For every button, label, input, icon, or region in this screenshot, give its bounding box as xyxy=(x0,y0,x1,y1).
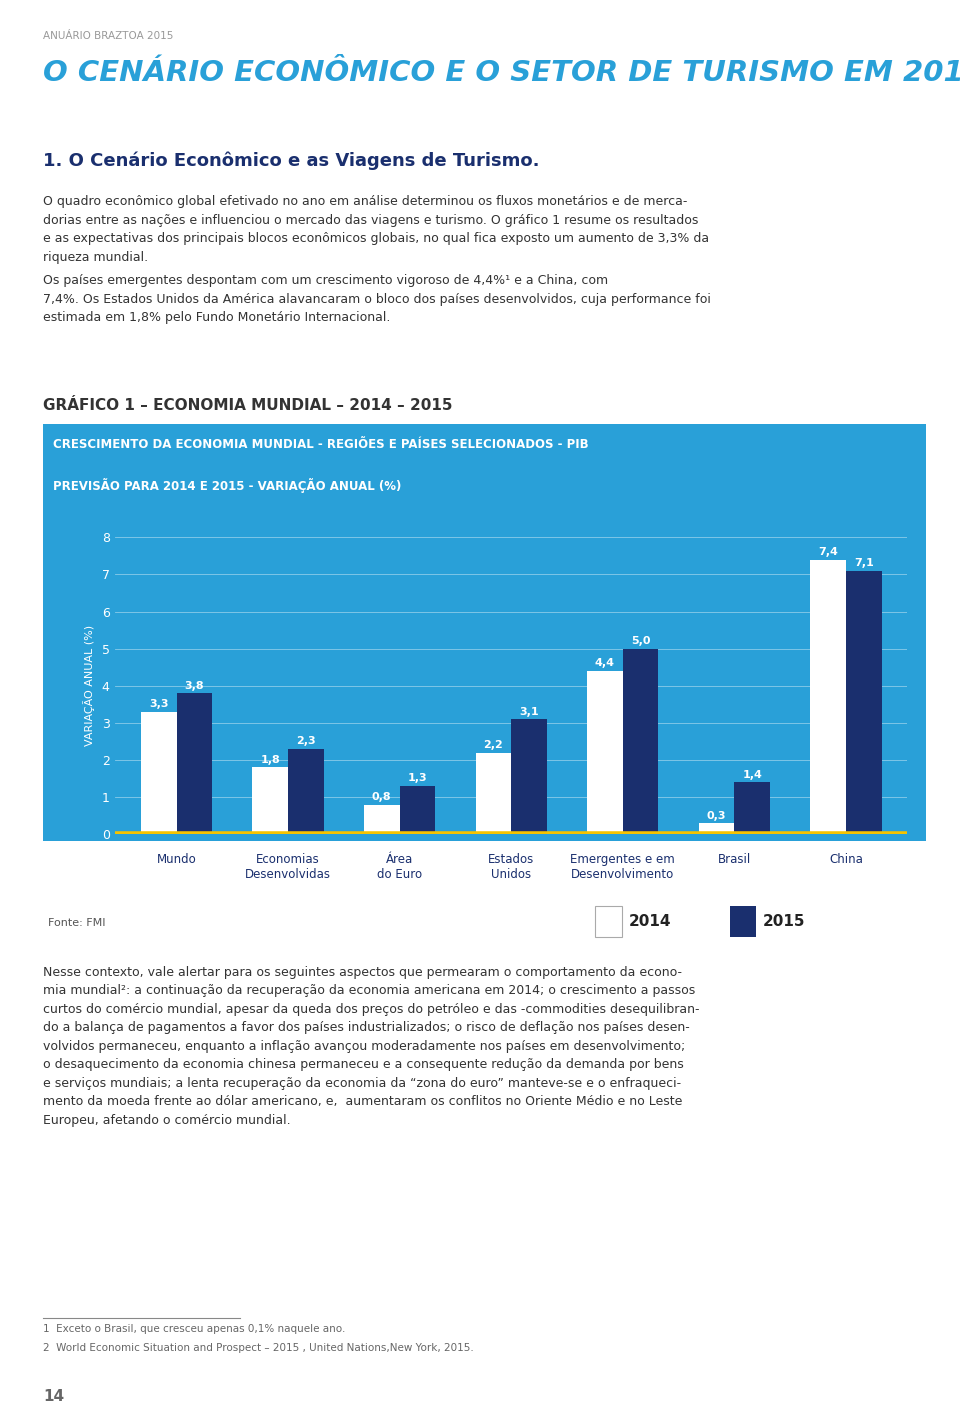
Text: Mundo: Mundo xyxy=(156,853,197,865)
Text: 14: 14 xyxy=(43,1389,64,1404)
Text: Fonte: FMI: Fonte: FMI xyxy=(48,918,106,929)
Bar xyxy=(364,805,399,834)
Text: 2,2: 2,2 xyxy=(484,740,503,749)
Bar xyxy=(588,672,623,834)
Bar xyxy=(512,720,547,834)
Bar xyxy=(699,823,734,834)
Bar xyxy=(810,560,846,834)
Text: 2015: 2015 xyxy=(763,915,805,929)
Text: 3,1: 3,1 xyxy=(519,707,539,717)
Bar xyxy=(846,571,881,834)
Text: PREVISÃO PARA 2014 E 2015 - VARIAÇÃO ANUAL (%): PREVISÃO PARA 2014 E 2015 - VARIAÇÃO ANU… xyxy=(53,478,401,493)
Text: 1. O Cenário Econômico e as Viagens de Turismo.: 1. O Cenário Econômico e as Viagens de T… xyxy=(43,151,540,170)
Bar xyxy=(734,782,770,834)
Text: 7,4: 7,4 xyxy=(818,547,838,557)
Text: 1,3: 1,3 xyxy=(408,773,427,783)
Y-axis label: VARIAÇÃO ANUAL (%): VARIAÇÃO ANUAL (%) xyxy=(83,625,95,747)
Text: 2,3: 2,3 xyxy=(296,737,316,747)
Text: CRESCIMENTO DA ECONOMIA MUNDIAL - REGIÕES E PAÍSES SELECIONADOS - PIB: CRESCIMENTO DA ECONOMIA MUNDIAL - REGIÕE… xyxy=(53,438,588,451)
Text: Emergentes e em
Desenvolvimento: Emergentes e em Desenvolvimento xyxy=(570,853,675,881)
Bar xyxy=(475,752,511,834)
Text: Os países emergentes despontam com um crescimento vigoroso de 4,4%¹ e a China, c: Os países emergentes despontam com um cr… xyxy=(43,274,711,324)
Text: 4,4: 4,4 xyxy=(595,659,615,669)
Text: Nesse contexto, vale alertar para os seguintes aspectos que permearam o comporta: Nesse contexto, vale alertar para os seg… xyxy=(43,966,700,1127)
Text: ANUÁRIO BRAZTOA 2015: ANUÁRIO BRAZTOA 2015 xyxy=(43,31,174,41)
Text: 1  Exceto o Brasil, que cresceu apenas 0,1% naquele ano.: 1 Exceto o Brasil, que cresceu apenas 0,… xyxy=(43,1324,346,1333)
Text: GRÁFICO 1 – ECONOMIA MUNDIAL – 2014 – 2015: GRÁFICO 1 – ECONOMIA MUNDIAL – 2014 – 20… xyxy=(43,397,453,413)
Text: O CENÁRIO ECONÔMICO E O SETOR DE TURISMO EM 2014: O CENÁRIO ECONÔMICO E O SETOR DE TURISMO… xyxy=(43,59,960,88)
Text: 3,8: 3,8 xyxy=(184,680,204,690)
Bar xyxy=(288,749,324,834)
Text: 5,0: 5,0 xyxy=(631,636,650,646)
Text: Brasil: Brasil xyxy=(718,853,751,865)
Text: 0,3: 0,3 xyxy=(707,810,726,820)
Text: China: China xyxy=(828,853,863,865)
Bar xyxy=(399,786,435,834)
Text: 3,3: 3,3 xyxy=(149,699,168,710)
Bar xyxy=(141,711,177,834)
Bar xyxy=(623,649,659,834)
Text: O quadro econômico global efetivado no ano em análise determinou os fluxos monet: O quadro econômico global efetivado no a… xyxy=(43,195,709,263)
Text: Área
do Euro: Área do Euro xyxy=(377,853,422,881)
Text: 2  World Economic Situation and Prospect – 2015 , United Nations,New York, 2015.: 2 World Economic Situation and Prospect … xyxy=(43,1343,474,1353)
Text: 1,8: 1,8 xyxy=(260,755,280,765)
Text: 0,8: 0,8 xyxy=(372,792,392,802)
Bar xyxy=(252,768,288,834)
Text: Estados
Unidos: Estados Unidos xyxy=(488,853,535,881)
Bar xyxy=(177,693,212,834)
Text: 1,4: 1,4 xyxy=(742,769,762,779)
Text: 7,1: 7,1 xyxy=(853,559,874,568)
Text: Economias
Desenvolvidas: Economias Desenvolvidas xyxy=(245,853,331,881)
Text: 2014: 2014 xyxy=(629,915,671,929)
